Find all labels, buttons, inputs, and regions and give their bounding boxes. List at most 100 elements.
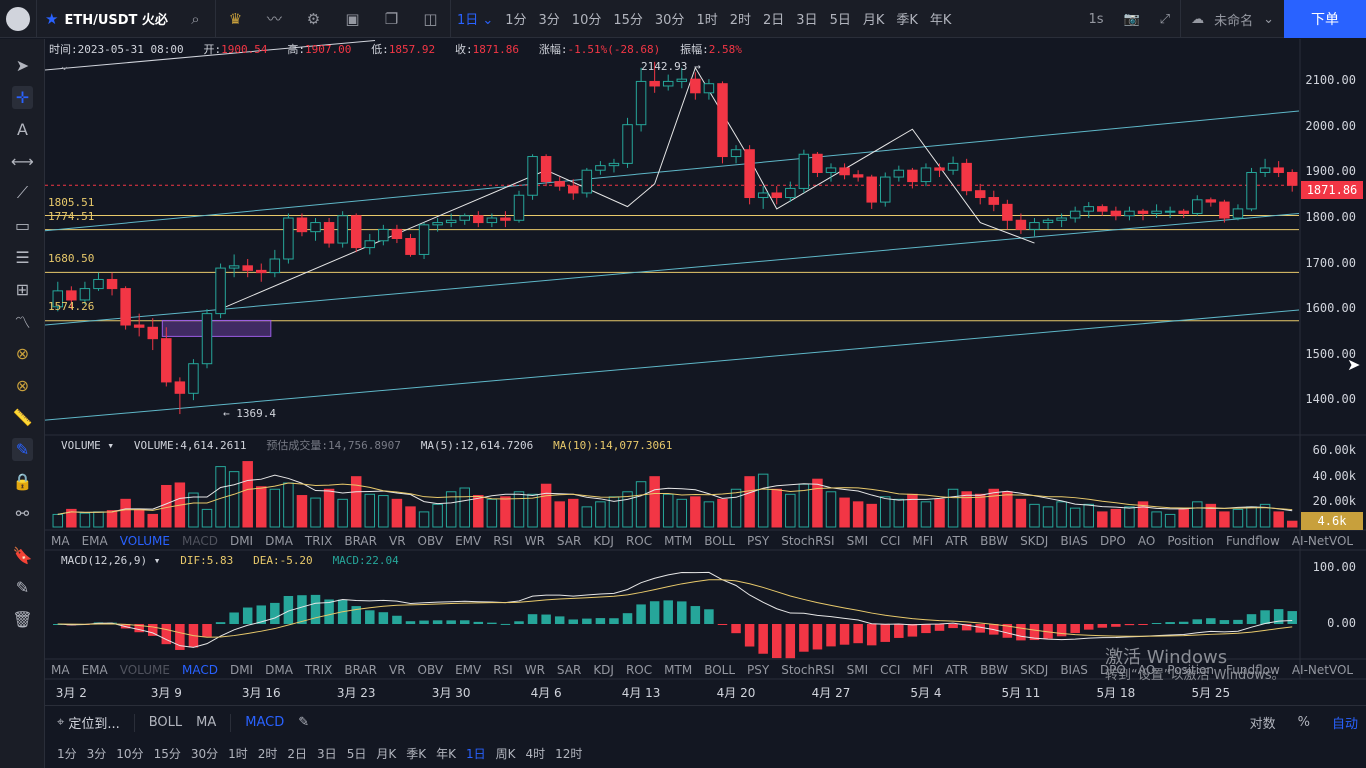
layout-icon[interactable]: ◫ [423,9,438,28]
layout-name[interactable]: 未命名 [1214,13,1254,29]
percent-scale-toggle[interactable]: % [1297,715,1310,730]
indicator-tab-ma[interactable]: MA [51,534,70,548]
indicator-tab-mfi[interactable]: MFI [912,663,934,677]
measure-box-icon[interactable]: ⊞ [15,279,30,299]
period-6[interactable]: 2时 [257,746,278,761]
indicator-tab-psy[interactable]: PSY [747,534,770,548]
indicator-tab-roc[interactable]: ROC [625,534,653,548]
indicator-tab-vr[interactable]: VR [388,534,406,548]
period-7[interactable]: 2日 [287,746,308,761]
period-11[interactable]: 季K [406,746,427,761]
indicator-tab-boll[interactable]: BOLL [704,534,736,548]
indicator-tab-bbw[interactable]: BBW [980,663,1009,677]
indicator-tab-macd[interactable]: MACD [181,663,218,677]
favorite-star-icon[interactable]: ★ [45,9,59,28]
period-9[interactable]: 5日 [346,746,367,761]
indicator-tab-wr[interactable]: WR [524,663,545,677]
indicator-tab-ai-netvol[interactable]: AI-NetVOL [1291,663,1354,677]
magnet-icon[interactable]: ⊗ [15,343,30,363]
indicator-tab-boll[interactable]: BOLL [704,663,736,677]
timeframe-2[interactable]: 3分 [538,13,560,28]
gear-icon[interactable]: ⚙ [306,9,321,28]
fibonacci-icon[interactable]: ☰ [15,247,30,267]
ruler-icon[interactable]: 📏 [12,407,33,427]
locate-button[interactable]: 定位到... [68,717,120,732]
text-tool-icon[interactable]: A [17,119,28,139]
indicator-tab-ao[interactable]: AO [1137,663,1156,677]
indicator-tab-wr[interactable]: WR [524,534,545,548]
indicator-tab-ma[interactable]: MA [51,663,70,677]
indicator-tab-dmi[interactable]: DMI [229,534,254,548]
indicator-tab-brar[interactable]: BRAR [344,534,377,548]
indicator-tab-fundflow[interactable]: Fundflow [1226,534,1280,548]
indicator-tab-mtm[interactable]: MTM [664,663,693,677]
indicator-tab-rsi[interactable]: RSI [493,534,513,548]
indicator-tab-atr[interactable]: ATR [945,534,969,548]
indicator-tab-ao[interactable]: AO [1137,534,1156,548]
indicators-icon[interactable]: 〰 [266,10,282,28]
magnet-strong-icon[interactable]: ⊗ [15,375,30,395]
cloud-icon[interactable]: ☁ [1191,11,1205,27]
indicator-tab-lsur[interactable]: LSUR [1359,663,1366,677]
indicator-tab-position[interactable]: Position [1167,534,1215,548]
collapse-chevron-icon[interactable]: ⌄ [59,59,70,74]
interval-label[interactable]: 1s [1088,11,1104,27]
indicator-tab-mfi[interactable]: MFI [912,534,934,548]
tab-macd[interactable]: MACD [245,715,285,730]
period-12[interactable]: 年K [436,746,456,761]
timeframe-7[interactable]: 2时 [729,13,751,28]
camera-icon[interactable]: 📷 [1123,11,1140,27]
indicator-tab-position[interactable]: Position [1167,663,1215,677]
wave-pattern-icon[interactable]: 〽 [14,313,31,332]
indicator-tab-dpo[interactable]: DPO [1099,663,1126,677]
indicator-tab-obv[interactable]: OBV [417,534,444,548]
period-16[interactable]: 12时 [555,746,583,761]
indicator-tab-roc[interactable]: ROC [625,663,653,677]
period-5[interactable]: 1时 [228,746,248,761]
pen-icon[interactable]: ✎ [0,433,45,465]
timeframe-8[interactable]: 2日 [763,13,785,28]
locate-icon[interactable]: ⌖ [57,715,65,730]
timeframe-11[interactable]: 月K [862,13,885,28]
trend-line-icon[interactable]: ⟋ [16,183,29,202]
period-0[interactable]: 1分 [57,746,77,761]
period-10[interactable]: 月K [376,746,397,761]
tab-ma[interactable]: MA [196,715,217,730]
channel-line-upper[interactable] [45,110,1300,232]
indicator-tab-volume[interactable]: VOLUME [119,663,170,677]
fullscreen-icon[interactable]: ⤢ [1159,11,1171,27]
order-button[interactable]: 下单 [1284,0,1366,38]
period-3[interactable]: 15分 [153,746,181,761]
period-15[interactable]: 4时 [525,746,546,761]
timeframe-6[interactable]: 1时 [696,13,718,28]
price-chart-svg[interactable] [45,39,1366,705]
indicator-tab-stochrsi[interactable]: StochRSI [781,534,835,548]
indicator-tab-sar[interactable]: SAR [556,534,582,548]
indicator-tab-vr[interactable]: VR [388,663,406,677]
indicator-tab-smi[interactable]: SMI [846,663,869,677]
indicator-tab-lsur[interactable]: LSUR [1359,534,1366,548]
timeframe-3[interactable]: 10分 [571,13,602,28]
indicator-tab-stochrsi[interactable]: StochRSI [781,663,835,677]
cursor-arrow-icon[interactable]: ➤ [15,55,30,75]
indicator-tab-bbw[interactable]: BBW [980,534,1009,548]
indicator-tab-brar[interactable]: BRAR [344,663,377,677]
indicator-tab-rsi[interactable]: RSI [493,663,513,677]
edit-icon[interactable]: ✎ [298,715,310,730]
timeframe-0[interactable]: 1日 ⌄ [456,13,494,28]
indicator-tab-bias[interactable]: BIAS [1060,534,1088,548]
indicator-tab-skdj[interactable]: SKDJ [1020,663,1049,677]
period-8[interactable]: 3日 [317,746,337,761]
period-2[interactable]: 10分 [116,746,144,761]
indicator-tab-trix[interactable]: TRIX [304,534,333,548]
auto-scale-toggle[interactable]: 自动 [1331,717,1358,732]
timeframe-4[interactable]: 15分 [613,13,643,28]
indicator-tab-fundflow[interactable]: Fundflow [1226,663,1280,677]
indicator-tab-psy[interactable]: PSY [747,663,770,677]
indicator-tab-sar[interactable]: SAR [556,663,582,677]
indicator-tab-dmi[interactable]: DMI [229,663,254,677]
search-icon[interactable]: ⌕ [191,9,200,28]
period-14[interactable]: 周K [495,746,516,761]
indicator-tab-mtm[interactable]: MTM [664,534,693,548]
copy-icon[interactable]: ❐ [384,9,399,28]
